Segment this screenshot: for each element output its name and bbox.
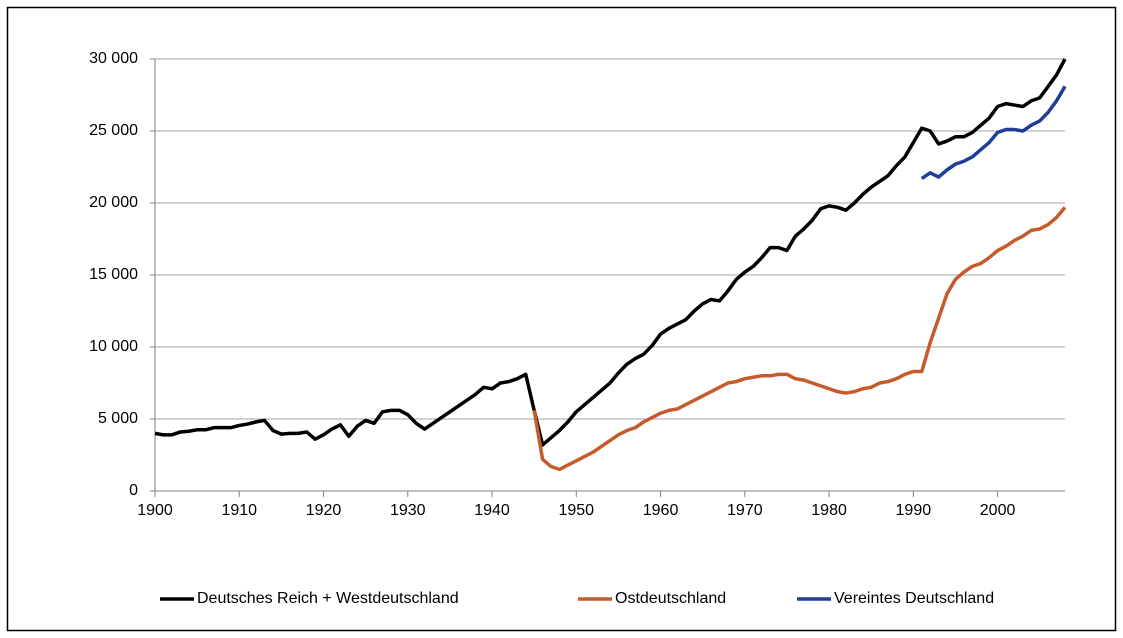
series-line <box>154 58 1067 447</box>
legend-label: Deutsches Reich + Westdeutschland <box>197 590 459 607</box>
y-tick-label: 0 <box>129 482 138 499</box>
x-tick-label: 1940 <box>474 502 510 519</box>
x-tick-label: 1930 <box>390 502 426 519</box>
x-tick-label: 1900 <box>137 502 173 519</box>
x-tick-label: 1910 <box>221 502 257 519</box>
chart-frame <box>6 6 1117 632</box>
series-line <box>532 206 1067 472</box>
x-tick-label: 1920 <box>306 502 342 519</box>
y-tick-label: 20 000 <box>89 194 138 211</box>
x-tick-label: 2000 <box>980 502 1016 519</box>
y-tick-label: 15 000 <box>89 266 138 283</box>
x-tick-label: 1990 <box>896 502 932 519</box>
y-tick-label: 5 000 <box>98 410 138 427</box>
x-tick-label: 1980 <box>811 502 847 519</box>
legend-label: Vereintes Deutschland <box>834 590 994 607</box>
legend-label: Ostdeutschland <box>615 590 726 607</box>
y-tick-label: 10 000 <box>89 338 138 355</box>
x-tick-label: 1950 <box>558 502 594 519</box>
series-line <box>920 85 1067 180</box>
y-tick-label: 30 000 <box>89 50 138 67</box>
x-tick-label: 1970 <box>727 502 763 519</box>
y-tick-label: 25 000 <box>89 122 138 139</box>
x-tick-label: 1960 <box>643 502 679 519</box>
